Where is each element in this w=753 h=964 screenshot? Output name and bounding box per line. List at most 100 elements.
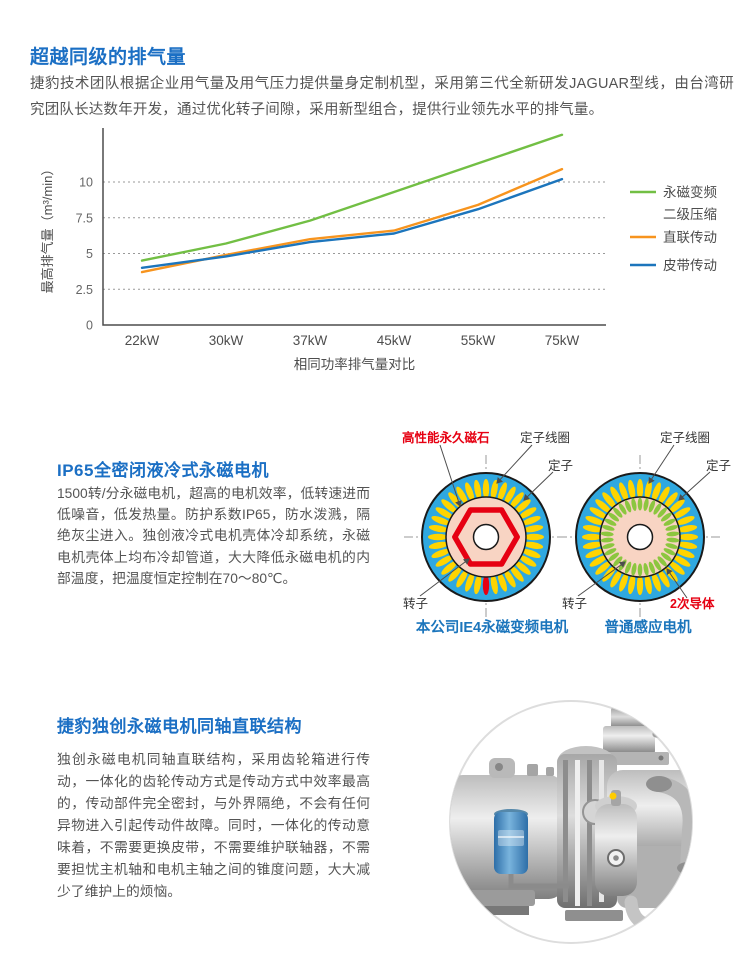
pm-motor-caption: 本公司IE4永磁变频电机 xyxy=(416,618,569,636)
motor-diagram: 高性能永久磁石 定子线圈 定子 转子 定子线圈 定子 转子 2次导体 本公司IE… xyxy=(390,418,753,648)
slot xyxy=(428,525,449,533)
x-tick-label: 30kW xyxy=(209,333,244,348)
slot xyxy=(435,507,454,519)
magnet-bar xyxy=(469,507,503,513)
slot xyxy=(589,507,608,519)
slot xyxy=(600,537,614,543)
slot xyxy=(585,548,605,558)
slot xyxy=(660,552,672,562)
slot xyxy=(643,498,649,511)
slot xyxy=(619,482,629,502)
slot xyxy=(428,541,449,549)
x-tick-label: 45kW xyxy=(377,333,412,348)
slot xyxy=(465,482,475,502)
label-stator-coil-right: 定子线圈 xyxy=(660,430,710,445)
y-axis-title: 最高排气量（m³/min） xyxy=(40,163,55,294)
slot xyxy=(618,503,627,515)
compressor-photo-svg xyxy=(449,700,693,944)
legend-label: 二级压缩 xyxy=(663,207,717,222)
displacement-chart: 0 2.5 5 7.5 10 22kW 30kW 37kW 45kW 55kW 75kW 最高排气量（… xyxy=(0,120,753,378)
slot xyxy=(636,575,644,595)
section2-body: 1500转/分永磁电机，超高的电机效率，低转速进而低噪音，低发热量。防护系数IP… xyxy=(57,485,370,586)
slot xyxy=(601,525,615,531)
slot xyxy=(428,533,448,541)
slot xyxy=(610,569,622,588)
slot xyxy=(644,574,652,595)
slot xyxy=(663,518,676,526)
magnet-bar xyxy=(498,507,520,540)
series-line xyxy=(140,177,564,270)
x-tick-label: 22kW xyxy=(125,333,160,348)
section1-title: 超越同级的排气量 xyxy=(30,46,187,68)
slot xyxy=(497,572,507,592)
slot xyxy=(514,560,531,575)
slot xyxy=(651,482,661,502)
slot xyxy=(663,492,678,509)
slot xyxy=(509,565,524,582)
slot xyxy=(435,555,454,567)
slot xyxy=(521,548,541,558)
slot xyxy=(644,479,652,500)
y-tick-label: 7.5 xyxy=(76,211,93,225)
slot xyxy=(624,500,632,513)
label-stator-right: 定子 xyxy=(706,458,731,473)
x-tick-label: 55kW xyxy=(461,333,496,348)
slot xyxy=(668,499,685,514)
slot xyxy=(441,499,458,514)
section3-body: 独创永磁电机同轴直联结构，采用齿轮箱进行传动，一体化的齿轮传动方式是传动方式中效… xyxy=(57,751,370,899)
slot xyxy=(658,486,670,505)
slot xyxy=(523,525,544,533)
axes xyxy=(102,128,606,326)
magnet-bar xyxy=(452,507,474,540)
slot xyxy=(504,486,516,505)
section1-body: 捷豹技术团队根据企业用气量及用气压力提供量身定制机型，采用第三代全新研发JAGU… xyxy=(30,75,734,118)
slot xyxy=(456,486,468,505)
slot xyxy=(628,574,636,595)
slot xyxy=(675,548,695,558)
slot xyxy=(651,572,661,592)
slot xyxy=(482,575,490,595)
slot xyxy=(582,533,602,541)
magnet-bar xyxy=(452,534,474,567)
legend-label: 皮带传动 xyxy=(663,258,717,273)
slot xyxy=(631,498,637,511)
slot xyxy=(456,569,468,588)
slot xyxy=(490,479,498,500)
slot xyxy=(582,525,603,533)
slot xyxy=(665,543,679,549)
slot xyxy=(648,500,656,513)
label-high-performance-magnet: 高性能永久磁石 xyxy=(402,430,490,445)
slot xyxy=(595,499,612,514)
slot xyxy=(678,533,698,541)
label-rotor-right: 转子 xyxy=(562,596,587,611)
slot xyxy=(524,533,544,541)
slot xyxy=(665,525,679,531)
leader-lines xyxy=(419,444,711,599)
slot xyxy=(663,548,676,556)
slot xyxy=(474,479,482,500)
slot xyxy=(666,531,680,537)
slot xyxy=(660,512,672,522)
slot xyxy=(666,537,680,543)
slot xyxy=(518,555,537,567)
slot xyxy=(608,552,620,562)
slot xyxy=(518,507,537,519)
label-rotor-left: 转子 xyxy=(403,596,428,611)
x-tick-label: 75kW xyxy=(545,333,580,348)
slot xyxy=(490,574,498,595)
slot xyxy=(643,563,649,576)
magnet-bar xyxy=(469,561,503,567)
legend-label: 永磁变频 xyxy=(663,185,717,200)
slot xyxy=(677,541,698,549)
slot xyxy=(668,560,685,575)
series-line xyxy=(140,167,564,274)
y-tick-label: 0 xyxy=(86,319,93,333)
slot xyxy=(585,516,605,526)
y-tick-label: 10 xyxy=(79,176,93,190)
slot xyxy=(465,572,475,592)
slot xyxy=(431,516,451,526)
slot xyxy=(613,556,623,567)
slot xyxy=(589,555,608,567)
induction-motor-cross-section xyxy=(575,472,705,602)
slot xyxy=(677,525,698,533)
